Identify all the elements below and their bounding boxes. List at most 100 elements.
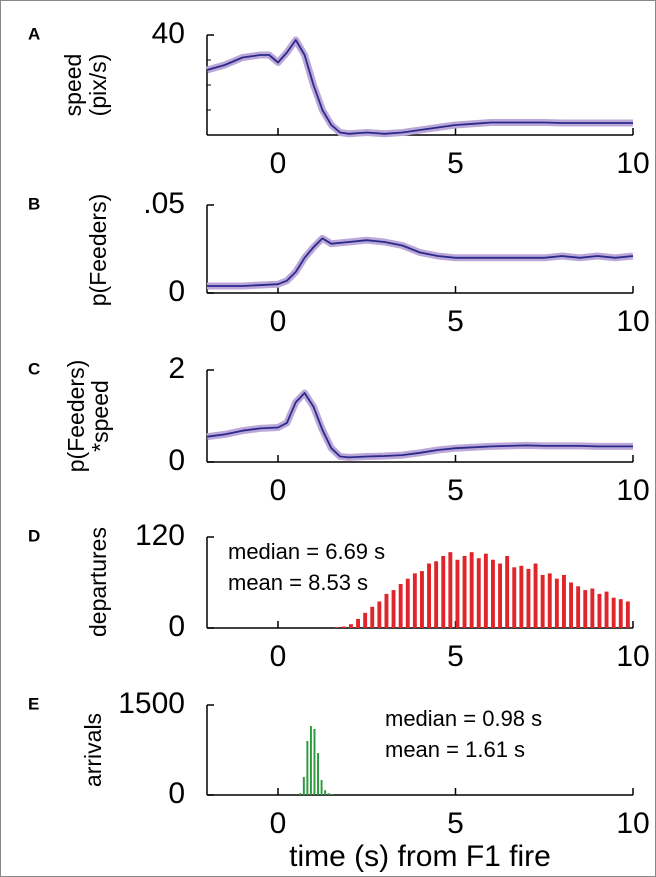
bar [476, 558, 481, 628]
y-axis-label: arrivals [80, 713, 106, 787]
y-tick-label: 0 [168, 777, 185, 810]
panel-letter: D [28, 526, 40, 545]
y-axis-label: departures [85, 527, 111, 637]
x-tick-label: 0 [270, 640, 287, 673]
bar [420, 571, 424, 628]
bar [405, 578, 410, 628]
bar [320, 780, 323, 795]
bar [441, 555, 446, 628]
bar [512, 567, 517, 628]
bar [302, 777, 305, 795]
bar [327, 793, 330, 795]
line [206, 392, 633, 459]
x-tick-label: 10 [616, 305, 649, 338]
bar [455, 559, 460, 628]
bar [412, 573, 417, 628]
bar [334, 627, 339, 628]
bar [604, 591, 609, 628]
x-tick-label: 10 [616, 147, 649, 180]
annotation: median = 6.69 s [228, 539, 385, 564]
bar [356, 618, 361, 628]
annotation: mean = 1.61 s [385, 737, 525, 762]
bar [576, 586, 581, 628]
x-tick-label: 5 [447, 305, 464, 338]
bar [317, 753, 320, 795]
error-band [206, 389, 633, 461]
bar [299, 793, 302, 795]
y-axis-label: (pix/s) [85, 54, 111, 117]
bar [448, 552, 453, 628]
bar [618, 599, 623, 628]
error-band [207, 234, 634, 290]
bar [583, 590, 588, 628]
y-axis-label: speed [60, 54, 86, 117]
bar [611, 597, 616, 628]
panel-letter: B [28, 194, 40, 213]
panel-letter: A [28, 24, 40, 43]
bar [569, 582, 574, 628]
x-tick-label: 5 [447, 807, 464, 840]
x-tick-label: 0 [270, 474, 287, 507]
bar [562, 574, 566, 628]
bar [625, 601, 630, 628]
bar [427, 563, 432, 628]
bar [434, 561, 439, 628]
y-tick-label: 120 [135, 519, 185, 552]
bar [313, 729, 316, 795]
line [206, 39, 633, 135]
bar [483, 553, 488, 628]
y-tick-label: 1500 [118, 687, 185, 720]
error-band [206, 36, 633, 138]
bar [306, 741, 309, 795]
x-tick-label: 5 [447, 640, 464, 673]
bar [331, 794, 334, 795]
annotation: median = 0.98 s [385, 706, 542, 731]
bar [540, 574, 545, 628]
annotation: mean = 8.53 s [228, 570, 368, 595]
line [207, 237, 634, 287]
bar [554, 578, 559, 628]
y-axis-label: *speed [87, 380, 113, 452]
bar [370, 606, 375, 628]
bar [398, 584, 403, 628]
y-tick-label: 0 [168, 610, 185, 643]
bar [526, 568, 531, 628]
bar [519, 565, 524, 628]
bar [505, 555, 510, 628]
bar [547, 573, 552, 628]
bar [491, 559, 495, 628]
bar [597, 593, 602, 628]
y-axis-label: p(Feeders) [63, 360, 89, 472]
x-tick-label: 5 [447, 474, 464, 507]
x-tick-label: 5 [447, 147, 464, 180]
y-tick-label: 2 [168, 352, 185, 385]
bar [533, 563, 538, 628]
bar [324, 790, 327, 795]
bar [341, 626, 346, 628]
x-tick-label: 10 [616, 640, 649, 673]
bar [590, 588, 595, 628]
y-tick-label: 40 [152, 17, 185, 50]
bar [462, 555, 467, 628]
bar [469, 552, 474, 628]
x-tick-label: 10 [616, 807, 649, 840]
y-tick-label: 0 [168, 444, 185, 477]
bar [391, 590, 396, 628]
bar [498, 563, 503, 628]
bar [377, 601, 382, 628]
y-axis-label: p(Feeders) [85, 194, 111, 306]
bar [384, 593, 389, 628]
panel-letter: E [28, 694, 39, 713]
x-tick-label: 10 [616, 474, 649, 507]
y-tick-label: .05 [143, 187, 185, 220]
panel-letter: C [28, 359, 40, 378]
y-tick-label: 0 [168, 275, 185, 308]
x-tick-label: 0 [270, 147, 287, 180]
bar [349, 624, 353, 628]
x-tick-label: 0 [270, 807, 287, 840]
x-axis-label: time (s) from F1 fire [289, 840, 551, 873]
bar [309, 726, 312, 795]
x-tick-label: 0 [270, 305, 287, 338]
bar [363, 612, 368, 628]
